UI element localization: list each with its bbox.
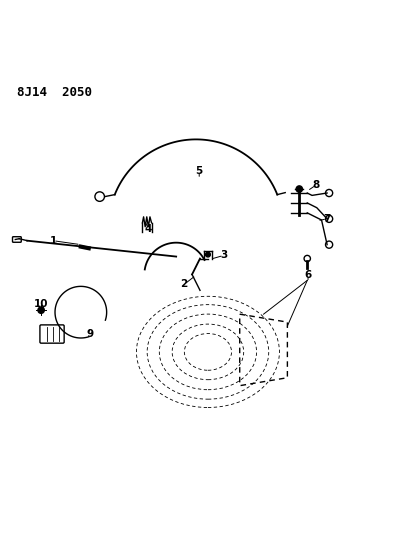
Text: 7: 7 — [324, 214, 331, 224]
Text: 9: 9 — [86, 329, 93, 339]
Circle shape — [296, 186, 302, 192]
Text: 8: 8 — [312, 180, 320, 190]
Text: 10: 10 — [34, 299, 48, 309]
Text: 8J14  2050: 8J14 2050 — [17, 86, 92, 99]
Text: 4: 4 — [145, 224, 152, 234]
FancyBboxPatch shape — [40, 325, 64, 343]
Text: 2: 2 — [180, 279, 188, 289]
Circle shape — [206, 252, 210, 257]
Text: 3: 3 — [220, 251, 228, 261]
Text: 1: 1 — [50, 236, 57, 246]
Circle shape — [38, 307, 44, 313]
FancyBboxPatch shape — [12, 237, 21, 243]
Text: 6: 6 — [304, 270, 312, 280]
Text: 5: 5 — [196, 166, 203, 176]
